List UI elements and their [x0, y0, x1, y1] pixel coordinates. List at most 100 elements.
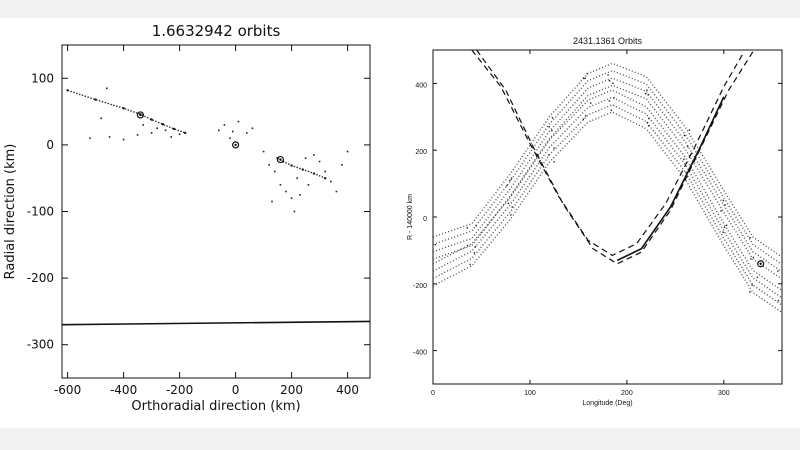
band-point	[584, 77, 586, 80]
band-point	[551, 117, 554, 119]
x-tick-label: 0	[431, 390, 435, 397]
band-point	[646, 89, 648, 91]
series-band-3-1	[433, 69, 782, 265]
band-point	[548, 154, 550, 156]
scatter-point	[223, 124, 226, 126]
band-point	[723, 226, 726, 228]
band-point	[428, 279, 429, 280]
y-tick-label: -200	[27, 271, 54, 285]
series-streak-1	[277, 157, 326, 179]
band-point	[434, 244, 437, 246]
band-point	[725, 224, 728, 226]
streak-point	[324, 177, 327, 180]
scatter-point	[341, 164, 343, 166]
scatter-point	[335, 190, 338, 193]
band-point	[551, 129, 553, 132]
band-point	[585, 115, 587, 117]
y-axis-label: R - 140000 km	[407, 194, 414, 240]
streak-point	[94, 98, 97, 101]
scatter-point	[106, 87, 108, 90]
y-tick-label: 0	[423, 216, 427, 223]
streak-point	[66, 89, 69, 92]
left-chart: 1.6632942 orbits Orthoradial direction (k…	[3, 22, 371, 414]
band-point	[722, 199, 725, 202]
scatter-point	[307, 184, 310, 186]
band-point	[777, 299, 780, 302]
y-tick-label: 0	[46, 138, 54, 152]
band-point	[428, 246, 429, 247]
band-point	[608, 100, 611, 102]
band-point	[647, 94, 649, 96]
scatter-point	[296, 177, 298, 179]
streak-point	[184, 131, 187, 135]
series-band-4-0	[433, 89, 782, 292]
band-point	[749, 291, 751, 293]
band-point	[752, 256, 755, 259]
scatter-point	[108, 136, 111, 138]
scatter-point	[142, 124, 144, 126]
scatter-point	[318, 160, 321, 163]
scatter-point	[271, 200, 273, 203]
band-point	[749, 236, 751, 239]
scatter-point	[136, 134, 139, 136]
marker-ring	[232, 141, 240, 149]
band-point	[474, 245, 477, 248]
y-axis-label: Radial direction (km)	[3, 144, 18, 280]
scatter-point	[324, 170, 326, 173]
band-point	[777, 270, 779, 272]
scatter-point	[290, 197, 293, 199]
band-point	[786, 313, 787, 314]
chart-title: 2431.1361 Orbits	[573, 36, 643, 46]
scatter-point	[299, 194, 301, 196]
y-tick-label: 200	[415, 149, 427, 156]
marker-ring	[136, 111, 144, 119]
band-point	[586, 72, 588, 75]
x-tick-label: 400	[336, 383, 359, 397]
band-point	[430, 285, 431, 286]
scatter-point	[237, 120, 240, 123]
band-point	[687, 145, 689, 148]
band-point	[751, 284, 753, 286]
scatter-point	[313, 154, 315, 156]
y-tick-label: -400	[413, 350, 427, 357]
band-point	[613, 97, 615, 99]
band-point	[429, 285, 430, 286]
band-point	[612, 82, 614, 85]
scatter-point	[89, 137, 91, 140]
band-point	[475, 225, 477, 227]
x-tick-label: 100	[524, 390, 536, 397]
band-point	[466, 227, 468, 229]
band-point	[646, 121, 649, 124]
scatter-point	[150, 132, 153, 134]
scatter-point	[293, 210, 296, 213]
chart-title: 1.6632942 orbits	[152, 22, 281, 40]
band-point	[469, 263, 471, 266]
x-axis-label: Orthoradial direction (km)	[131, 399, 300, 414]
scatter-point	[346, 150, 349, 153]
scatter-point	[285, 190, 287, 193]
plot-frame	[61, 44, 371, 379]
band-point	[506, 184, 508, 187]
series-band-3-0	[433, 62, 782, 258]
series-dashed-0	[471, 50, 744, 257]
streak-point	[161, 123, 164, 126]
series-band-4-2	[433, 104, 782, 306]
band-point	[648, 117, 650, 120]
streak-point	[150, 118, 153, 121]
band-point	[683, 158, 685, 160]
scatter-point	[330, 180, 332, 183]
scatter-point	[268, 164, 270, 166]
marker-dot	[139, 113, 142, 117]
band-point	[548, 126, 550, 128]
plot-area	[62, 87, 370, 326]
series-band-3-2	[433, 77, 782, 273]
band-point	[511, 206, 513, 208]
marker-dot	[234, 143, 237, 147]
band-point	[473, 252, 476, 254]
plot-area	[428, 50, 787, 314]
series-line-2	[616, 96, 725, 262]
scatter-point	[156, 127, 158, 130]
band-point	[644, 92, 647, 95]
x-tick-label: -600	[54, 383, 81, 397]
y-tick-label: 400	[415, 82, 427, 89]
